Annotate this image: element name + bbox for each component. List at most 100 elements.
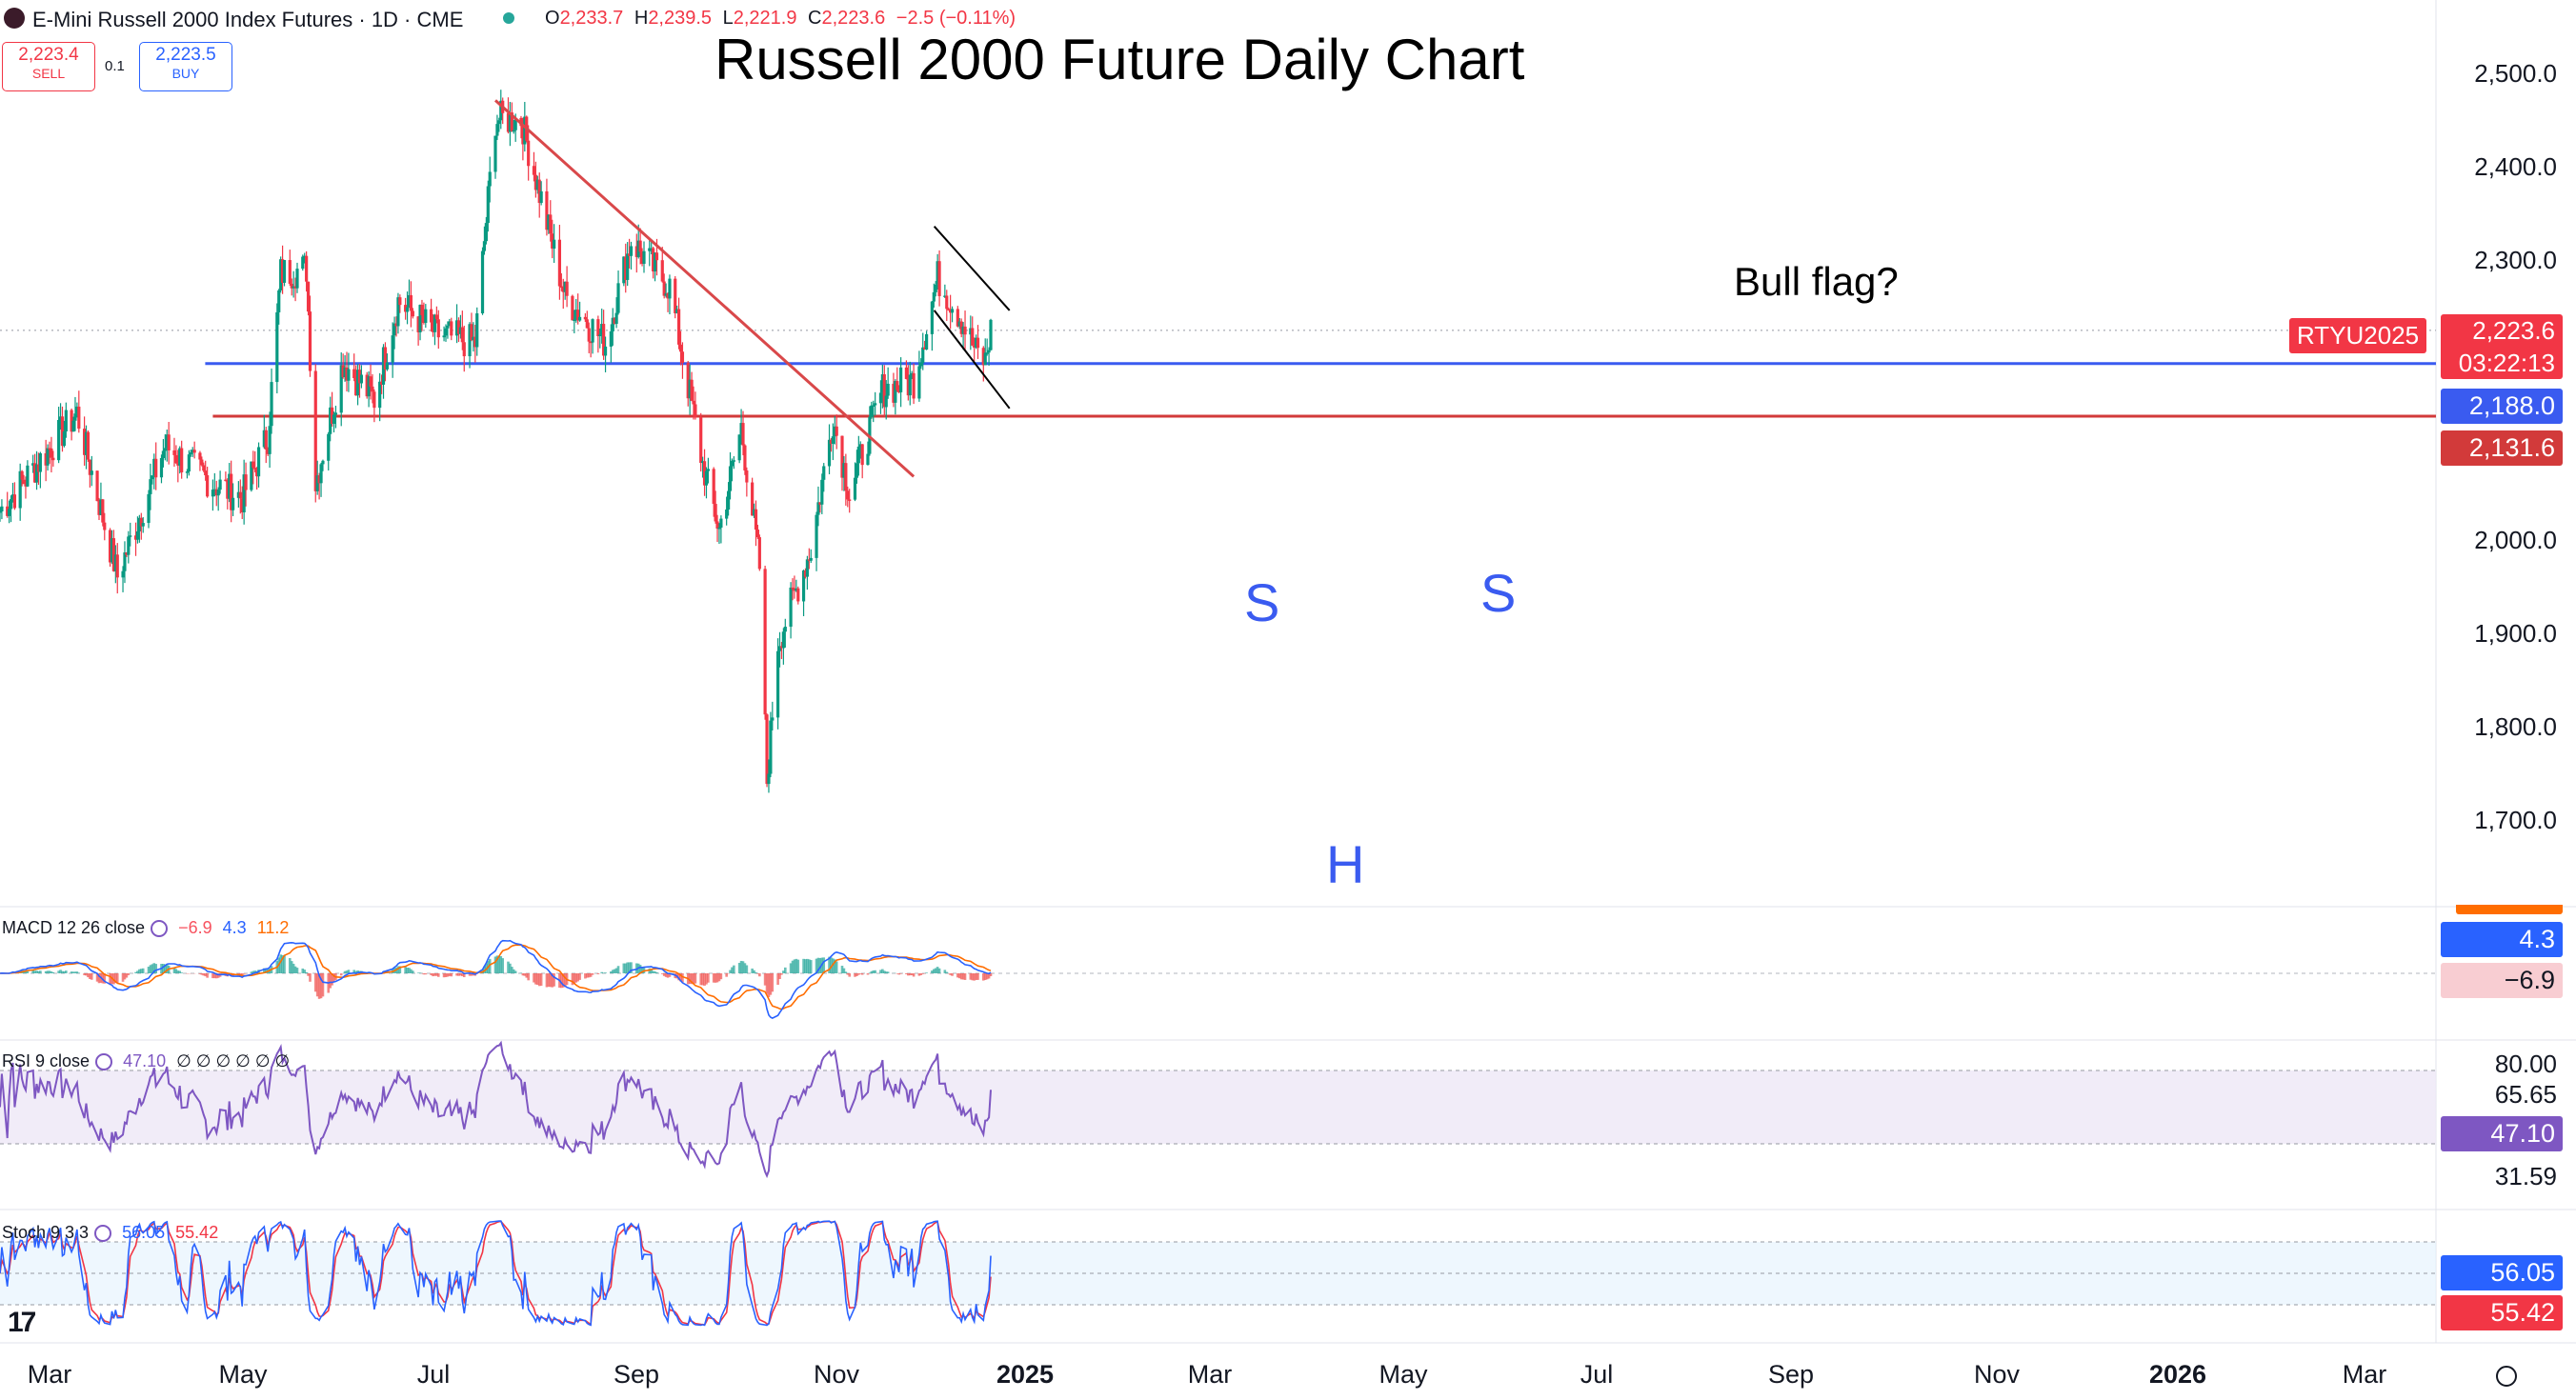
candle-body: [371, 386, 374, 392]
candle-body: [231, 497, 235, 510]
macd-histogram-bar: [630, 962, 633, 973]
macd-histogram-bar: [576, 973, 579, 982]
candle-body: [290, 283, 293, 289]
candle-body: [163, 448, 167, 451]
macd-histogram-bar: [690, 973, 694, 985]
macd-histogram-bar: [602, 972, 605, 973]
macd-histogram-bar: [31, 970, 34, 973]
macd-histogram-bar: [85, 973, 88, 976]
macd-histogram-bar: [613, 969, 616, 973]
candle-body: [270, 382, 273, 427]
macd-histogram-bar: [448, 973, 452, 976]
candle-body: [36, 464, 41, 472]
candle-body: [973, 345, 976, 348]
candle-body: [539, 190, 543, 204]
candle-body: [103, 522, 107, 530]
macd-histogram-bar: [699, 973, 703, 986]
candle-body: [218, 479, 222, 490]
macd-histogram-bar: [692, 973, 695, 984]
candle-body: [499, 100, 503, 121]
candle-body: [874, 403, 877, 406]
candle-body: [50, 448, 53, 458]
candle-body: [133, 535, 138, 540]
macd-histogram-bar: [848, 973, 852, 977]
macd-line: [0, 939, 992, 1019]
macd-histogram-bar: [457, 973, 460, 976]
macd-histogram-bar: [712, 973, 715, 983]
candle-body: [90, 470, 93, 475]
macd-histogram-bar: [701, 973, 704, 986]
candle-body: [805, 559, 810, 577]
macd-histogram-bar: [881, 969, 884, 973]
candle-body: [230, 473, 233, 510]
candle-body: [420, 305, 424, 315]
candle-body: [8, 509, 11, 516]
macd-histogram-bar: [854, 973, 856, 977]
macd-histogram-bar: [868, 972, 872, 973]
candle-body: [460, 327, 464, 343]
macd-histogram-bar: [816, 957, 820, 973]
macd-histogram-bar: [151, 964, 154, 973]
candle-body: [549, 214, 553, 234]
candle-body: [488, 171, 492, 187]
macd-histogram-bar: [512, 969, 515, 973]
candle-body: [6, 506, 10, 516]
candle-body: [603, 346, 608, 356]
candle-body: [416, 316, 420, 332]
macd-histogram-bar: [513, 970, 517, 973]
macd-histogram-bar: [729, 970, 732, 973]
market-status-icon: [503, 12, 514, 24]
sell-button[interactable]: 2,223.4 SELL: [2, 42, 95, 91]
candle-body: [216, 490, 220, 496]
candle-body: [22, 479, 26, 485]
buy-button[interactable]: 2,223.5 BUY: [139, 42, 232, 91]
candle-body: [789, 587, 793, 628]
macd-histogram-bar: [969, 973, 973, 980]
macd-histogram-bar: [230, 973, 232, 977]
rsi-legend[interactable]: RSI 9 close 47.10 ∅ ∅ ∅ ∅ ∅ ∅: [2, 1051, 291, 1071]
macd-histogram-bar: [301, 968, 305, 973]
settings-gear-icon[interactable]: [2496, 1366, 2517, 1387]
candle-body: [884, 395, 888, 408]
macd-histogram-bar: [455, 973, 458, 976]
candle-body: [547, 214, 551, 230]
macd-histogram-bar: [127, 973, 131, 975]
macd-histogram-bar: [951, 973, 954, 976]
macd-signal-line: [0, 944, 992, 1010]
macd-histogram-bar: [279, 954, 282, 973]
price-tick: 2,400.0: [2474, 152, 2557, 181]
symbol-title[interactable]: E-Mini Russell 2000 Index Futures · 1D ·…: [32, 8, 464, 31]
macd-histogram-bar: [707, 973, 710, 983]
candle-body: [266, 449, 270, 454]
time-tick: Mar: [27, 1360, 72, 1389]
macd-histogram-bar: [771, 973, 775, 992]
macd-histogram-bar: [200, 973, 204, 975]
macd-histogram-bar: [240, 973, 244, 976]
macd-histogram-bar: [756, 973, 759, 974]
candle-body: [306, 281, 311, 312]
macd-histogram-bar: [717, 973, 721, 982]
macd-legend[interactable]: MACD 12 26 close −6.9 4.3 11.2: [2, 918, 290, 938]
macd-histogram-bar: [253, 970, 257, 973]
candle-body: [831, 436, 835, 444]
candle-body: [110, 538, 114, 563]
candle-body: [293, 286, 297, 289]
macd-histogram-bar: [450, 973, 453, 977]
macd-histogram-bar: [178, 970, 182, 973]
candle-body: [783, 627, 787, 632]
macd-histogram-bar: [737, 963, 741, 973]
macd-histogram-bar: [162, 964, 165, 973]
macd-histogram-bar: [610, 971, 613, 973]
macd-histogram-bar: [75, 971, 79, 973]
candle-body: [48, 448, 51, 450]
candle-body: [32, 463, 37, 483]
candle-body: [339, 365, 343, 413]
macd-histogram-bar: [596, 973, 600, 974]
candle-body: [446, 325, 450, 329]
candle-body: [321, 460, 325, 465]
stoch-legend[interactable]: Stoch 9 3 3 56.05 55.42: [2, 1223, 219, 1243]
candle-body: [777, 646, 782, 651]
candle-body: [769, 720, 773, 774]
candle-body: [434, 314, 438, 320]
